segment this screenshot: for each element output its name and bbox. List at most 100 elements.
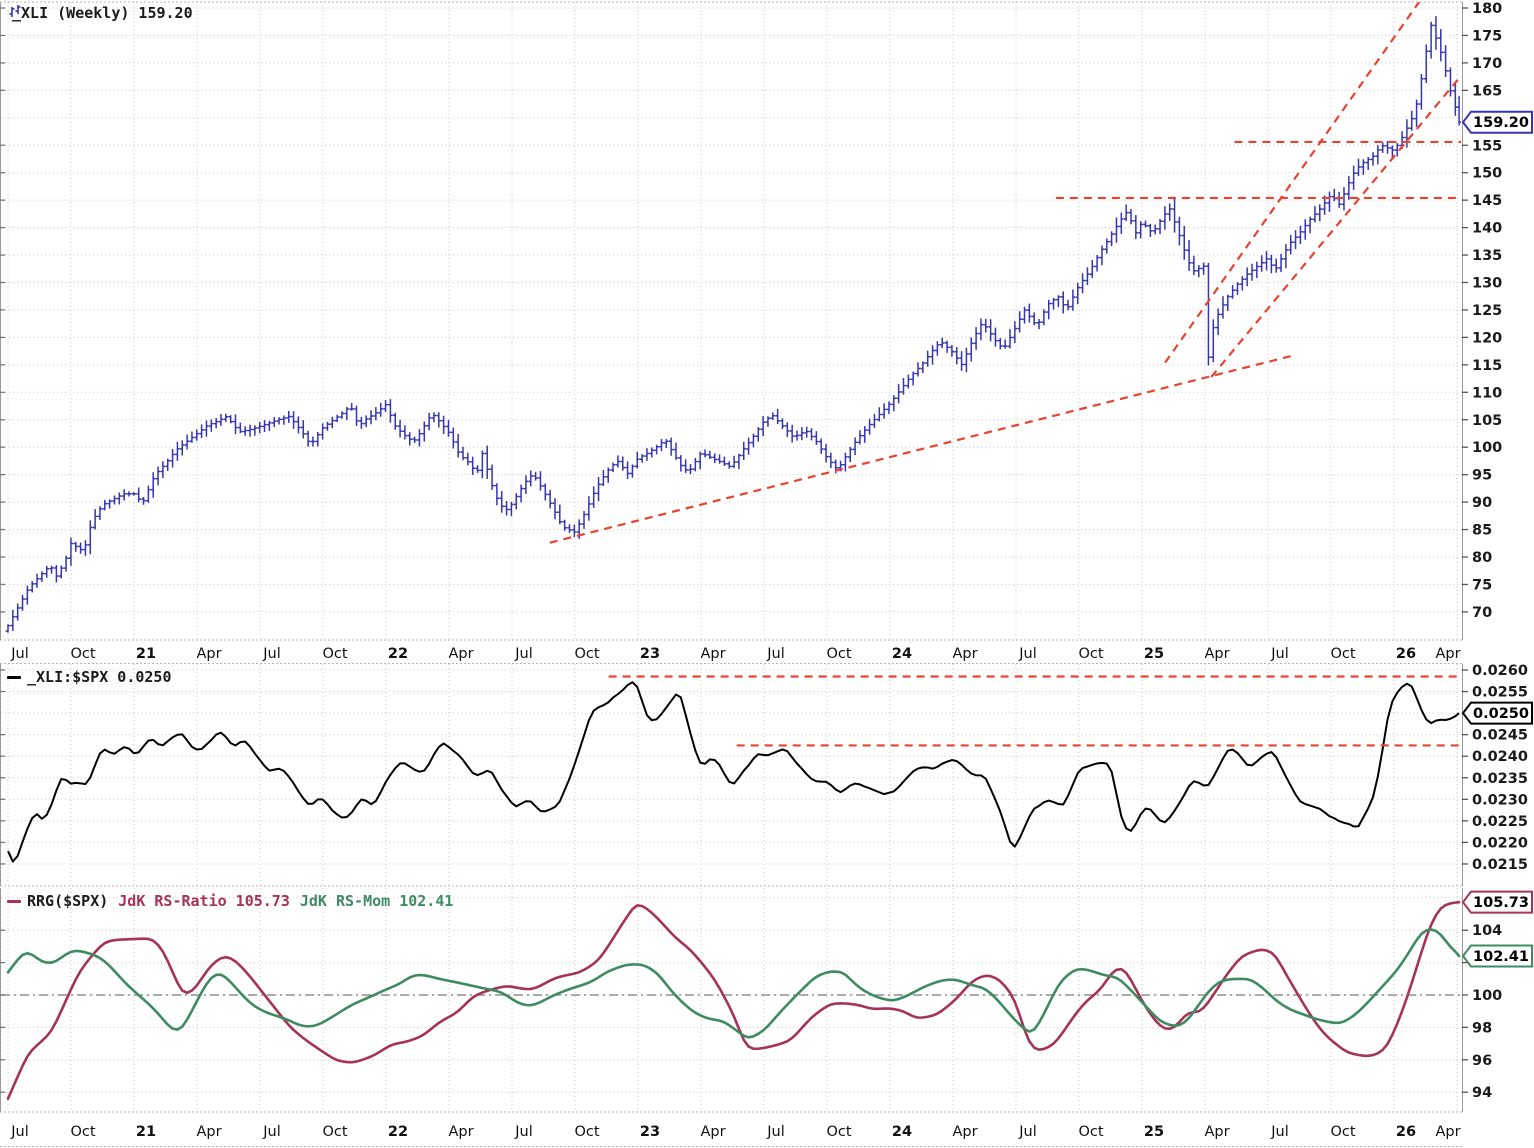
y-axis-label: 115	[1472, 358, 1502, 374]
y-axis-label: 0.0245	[1472, 728, 1528, 744]
svg-text:159.20: 159.20	[1473, 115, 1529, 131]
y-axis-label: 100	[1472, 988, 1502, 1004]
y-axis-label: 170	[1472, 56, 1502, 72]
x-axis-label: Jul	[10, 646, 29, 662]
trendline-channel-lower	[1210, 74, 1461, 378]
x-axis-strip-bottom: Jul Oct 21 Apr Jul Oct 22 Apr Jul Oct 23 Apr Jul Oct 2…	[10, 1124, 1460, 1140]
x-axis-label: Oct	[1078, 1124, 1103, 1140]
x-axis-label: Jul	[1018, 1124, 1037, 1140]
x-axis-label: Jul	[766, 646, 785, 662]
x-axis-label: 23	[640, 646, 660, 662]
y-axis-label: 0.0225	[1472, 814, 1528, 830]
x-axis-label: Oct	[826, 1124, 851, 1140]
y-axis-label: 95	[1472, 468, 1492, 484]
x-axis-label: Jul	[262, 1124, 281, 1140]
price-legend-text: _XLI (Weekly) 159.20	[12, 4, 193, 22]
y-axis-label: 110	[1472, 385, 1502, 401]
ratio-panel-legend: _XLI:$SPX 0.0250	[7, 668, 172, 686]
y-axis-label: 180	[1472, 1, 1502, 17]
x-axis-label: Apr	[952, 1124, 977, 1140]
y-axis-label: 0.0220	[1472, 835, 1528, 851]
y-axis-label: 98	[1472, 1020, 1492, 1036]
rrg-legend-name: RRG($SPX)	[27, 892, 109, 910]
x-axis-label: 24	[892, 1124, 912, 1140]
y-axis-label: 0.0235	[1472, 771, 1528, 787]
y-axis-label: 0.0240	[1472, 749, 1528, 765]
x-axis-label: Jul	[262, 646, 281, 662]
x-axis-label: Oct	[574, 1124, 599, 1140]
y-axis-label: 70	[1472, 605, 1492, 621]
x-axis-label: Apr	[196, 1124, 221, 1140]
x-axis-label: Jul	[766, 1124, 785, 1140]
x-axis-label: Oct	[70, 1124, 95, 1140]
x-axis-label: Jul	[10, 1124, 29, 1140]
x-axis-label: 22	[388, 646, 408, 662]
x-axis-label: 24	[892, 646, 912, 662]
price-value-box: 159.20	[1461, 110, 1533, 134]
x-axis-label: 21	[136, 1124, 156, 1140]
rs-ratio-value-box: 105.73	[1461, 890, 1533, 914]
y-axis-label: 175	[1472, 28, 1502, 44]
y-axis-label: 125	[1472, 303, 1502, 319]
y-axis-label: 85	[1472, 523, 1492, 539]
rs-ratio-line-swatch	[7, 899, 21, 903]
y-axis-label: 155	[1472, 138, 1502, 154]
x-axis-label: Apr	[1435, 646, 1460, 662]
x-axis-label: Apr	[1204, 646, 1229, 662]
x-axis-label: Apr	[1204, 1124, 1229, 1140]
rs-mom-legend-text: JdK RS-Mom 102.41	[299, 892, 454, 910]
x-axis-label: 25	[1144, 646, 1164, 662]
rrg-panel-grid	[1, 888, 1462, 1112]
price-trendlines	[549, 2, 1461, 544]
x-axis-label: Oct	[322, 646, 347, 662]
ratio-trendlines	[608, 675, 1461, 747]
x-axis-label: Oct	[1078, 646, 1103, 662]
x-axis-label: 26	[1396, 646, 1416, 662]
svg-text:105.73: 105.73	[1473, 895, 1529, 911]
ratio-line-swatch	[7, 675, 21, 679]
x-axis-label: Jul	[1018, 646, 1037, 662]
svg-text:102.41: 102.41	[1473, 949, 1529, 965]
x-axis-label: 23	[640, 1124, 660, 1140]
ratio-legend-text: _XLI:$SPX 0.0250	[27, 668, 172, 686]
price-panel-grid	[1, 2, 1462, 640]
x-axis-label: Apr	[1435, 1124, 1460, 1140]
x-axis-label: Apr	[448, 1124, 473, 1140]
y-axis-label: 105	[1472, 413, 1502, 429]
price-ohlc-bars	[5, 16, 1461, 633]
x-axis-label: Oct	[322, 1124, 347, 1140]
x-axis-label: Oct	[826, 646, 851, 662]
x-axis-label: Apr	[196, 646, 221, 662]
x-axis-label: Oct	[1330, 646, 1355, 662]
x-axis-label: Jul	[514, 646, 533, 662]
y-axis-label: 100	[1472, 440, 1502, 456]
y-axis-label: 150	[1472, 166, 1502, 182]
x-axis-label: Jul	[514, 1124, 533, 1140]
y-axis-label: 120	[1472, 330, 1502, 346]
axis-labels: 70 75 80 85 90 95 100 105 110 115 120 125 130 135 140 1…	[0, 1, 1528, 1101]
x-axis-label: 22	[388, 1124, 408, 1140]
y-axis-label: 165	[1472, 83, 1502, 99]
y-axis-label: 94	[1472, 1085, 1492, 1101]
rs-mom-line	[6, 928, 1461, 1039]
y-axis-label: 0.0260	[1472, 663, 1528, 679]
x-axis-label: 25	[1144, 1124, 1164, 1140]
rs-ratio-legend-text: JdK RS-Ratio 105.73	[118, 892, 290, 910]
y-axis-label: 80	[1472, 550, 1492, 566]
x-axis-label: Oct	[70, 646, 95, 662]
x-axis-label: Oct	[574, 646, 599, 662]
rs-ratio-line	[6, 900, 1461, 1100]
y-axis-label: 0.0230	[1472, 792, 1528, 808]
y-axis-label: 0.0215	[1472, 857, 1528, 873]
y-axis-label: 104	[1472, 923, 1502, 939]
ratio-panel-grid	[1, 664, 1462, 886]
y-axis-label: 96	[1472, 1053, 1492, 1069]
ratio-line	[7, 681, 1460, 863]
ratio-value-box: 0.0250	[1461, 701, 1533, 725]
y-axis-label: 75	[1472, 577, 1492, 593]
trendline-channel-upper	[1164, 2, 1421, 364]
x-axis-strip-top: Jul Oct 21 Apr Jul Oct 22 Apr Jul Oct 23 Apr Jul Oct 2…	[10, 646, 1460, 662]
x-axis-label: Apr	[952, 646, 977, 662]
